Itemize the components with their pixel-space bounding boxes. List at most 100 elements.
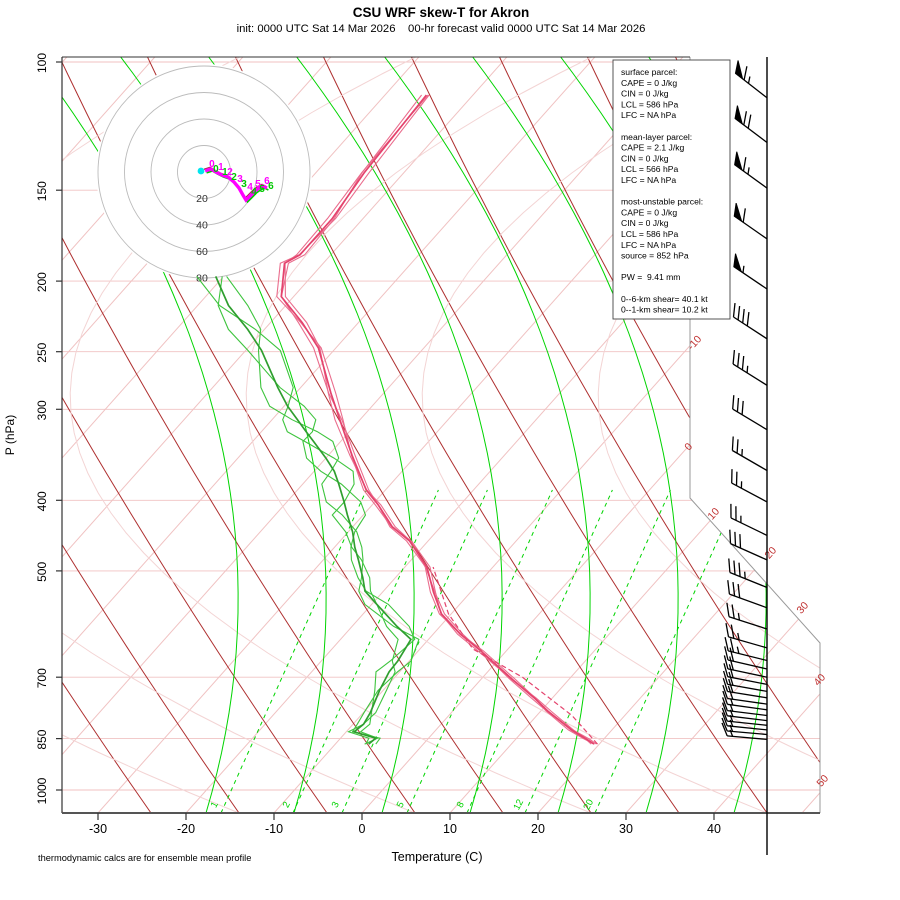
mixing-ratio-line bbox=[220, 489, 367, 813]
dewpoint-trace bbox=[214, 276, 412, 745]
wind-barb bbox=[722, 678, 768, 699]
barb-full bbox=[721, 707, 728, 722]
barb-half bbox=[737, 613, 741, 621]
mixing-ratio-line bbox=[466, 489, 613, 813]
chart-text: 0--1-km shear= 10.2 kt bbox=[621, 305, 708, 315]
wind-barb bbox=[721, 702, 768, 722]
chart-text: source = 852 hPa bbox=[621, 251, 689, 261]
wind-barb bbox=[722, 690, 768, 711]
chart-text: -20 bbox=[177, 822, 195, 836]
chart-text: 850 bbox=[35, 729, 49, 749]
barb-full bbox=[722, 684, 729, 699]
barb-full bbox=[741, 355, 745, 370]
chart-text: 10 bbox=[705, 506, 722, 523]
chart-text: 5 bbox=[255, 179, 261, 190]
barb-full bbox=[732, 582, 736, 597]
chart-text: surface parcel: bbox=[621, 67, 677, 77]
barb-staff bbox=[728, 650, 768, 662]
chart-text: 3 bbox=[330, 800, 342, 810]
isotherm-line bbox=[62, 57, 511, 813]
barb-full bbox=[742, 157, 747, 172]
barb-full bbox=[732, 303, 736, 318]
chart-text: -10 bbox=[685, 333, 704, 352]
chart-text: 1000 bbox=[35, 777, 49, 804]
chart-text: 12 bbox=[511, 798, 526, 813]
parcel-trace bbox=[432, 566, 598, 745]
chart-text: LCL = 566 hPa bbox=[621, 164, 678, 174]
barb-half bbox=[729, 714, 734, 722]
isotherm-line bbox=[62, 57, 599, 813]
barb-staff bbox=[727, 725, 768, 731]
barb-full bbox=[727, 580, 731, 595]
chart-text: 80 bbox=[196, 273, 208, 285]
chart-text: 40 bbox=[196, 220, 208, 232]
chart-text: 300 bbox=[35, 400, 49, 420]
aux-curve-line bbox=[773, 57, 820, 813]
chart-text: 0 bbox=[209, 159, 215, 170]
barb-full bbox=[733, 560, 736, 575]
chart-text: 4 bbox=[251, 187, 257, 198]
chart-text: LFC = NA hPa bbox=[621, 175, 676, 185]
isotherm-line bbox=[273, 57, 820, 813]
chart-text: most-unstable parcel: bbox=[621, 197, 703, 207]
wind-barb bbox=[723, 655, 768, 678]
barb-full bbox=[721, 717, 728, 732]
chart-text: 30 bbox=[794, 600, 811, 617]
barb-staff bbox=[727, 690, 768, 699]
chart-text: 3 bbox=[237, 174, 243, 185]
barb-full bbox=[723, 663, 729, 677]
moist-adiabat-line bbox=[381, 57, 591, 813]
barb-full bbox=[736, 397, 740, 413]
chart-text: 2 bbox=[281, 800, 293, 810]
barb-staff bbox=[727, 668, 768, 678]
wind-barb bbox=[727, 580, 768, 609]
barb-full bbox=[731, 604, 735, 619]
barb-full bbox=[724, 646, 729, 661]
wind-barb bbox=[734, 151, 768, 189]
barb-staff bbox=[727, 709, 768, 717]
dry-adiabat-line bbox=[62, 57, 152, 813]
aux-curve-line bbox=[245, 57, 768, 813]
wind-barb bbox=[721, 722, 768, 741]
dewpoint-member-trace bbox=[226, 276, 420, 745]
chart-text: LFC = NA hPa bbox=[621, 240, 676, 250]
barb-full bbox=[722, 670, 729, 685]
chart-text: 500 bbox=[35, 562, 49, 582]
barb-full bbox=[721, 712, 728, 727]
barb-staff bbox=[727, 720, 768, 726]
barb-full bbox=[736, 439, 739, 454]
chart-text: 4 bbox=[247, 182, 253, 193]
chart-text: 0--6-km shear= 40.1 kt bbox=[621, 294, 708, 304]
chart-text: 200 bbox=[35, 272, 49, 292]
barb-full bbox=[731, 436, 734, 451]
barb-full bbox=[737, 583, 741, 598]
wind-barb bbox=[724, 646, 768, 670]
hodograph-ring bbox=[150, 118, 258, 226]
barb-staff bbox=[730, 543, 768, 561]
barb-full bbox=[732, 395, 735, 410]
barb-pennant bbox=[734, 60, 744, 81]
barb-half bbox=[729, 704, 734, 712]
moist-adiabat-line bbox=[293, 57, 503, 813]
wind-barb bbox=[732, 350, 768, 386]
wind-barb bbox=[733, 202, 768, 240]
info-box-frame bbox=[612, 59, 731, 320]
barb-full bbox=[734, 531, 737, 546]
barb-half bbox=[747, 167, 750, 175]
chart-text: 3 bbox=[241, 179, 247, 190]
aux-curve-line bbox=[62, 57, 416, 813]
barb-staff bbox=[729, 571, 768, 589]
barb-half bbox=[729, 698, 734, 706]
isotherm-line bbox=[537, 57, 820, 813]
barb-staff bbox=[727, 703, 768, 711]
wind-barb bbox=[723, 663, 768, 686]
chart-text: 2 bbox=[231, 172, 237, 183]
barb-half bbox=[744, 571, 746, 579]
barb-full bbox=[721, 697, 728, 711]
chart-text: CIN = 0 J/kg bbox=[621, 89, 669, 99]
chart-text: 8 bbox=[455, 800, 467, 810]
barb-staff bbox=[727, 730, 768, 736]
barb-full bbox=[730, 624, 735, 639]
